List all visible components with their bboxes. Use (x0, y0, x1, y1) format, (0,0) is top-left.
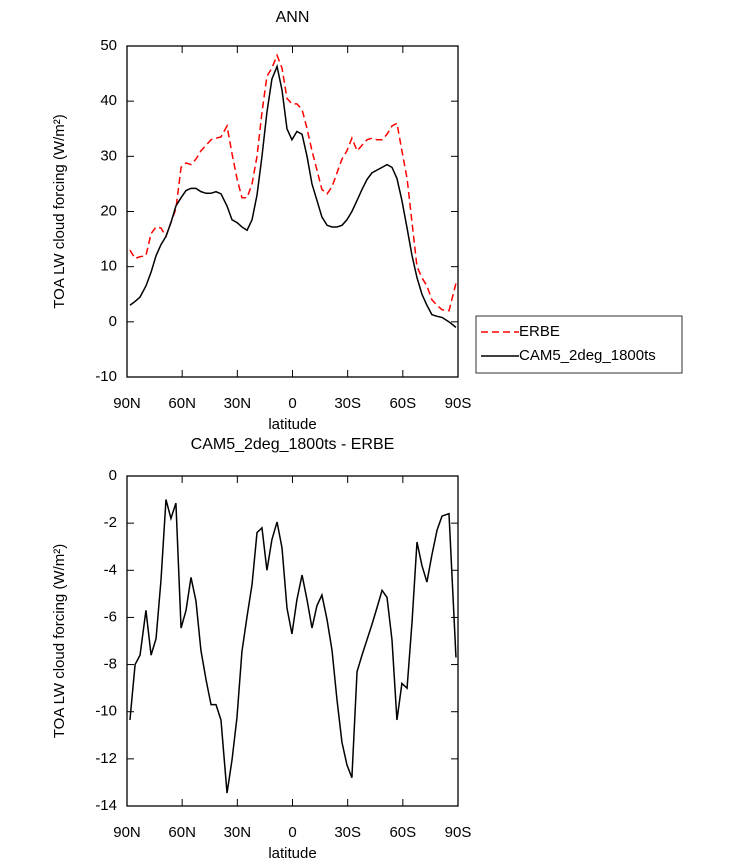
x-tick-label: 60S (389, 395, 416, 412)
y-tick-label: -10 (95, 703, 117, 720)
legend: ERBE CAM5_2deg_1800ts (475, 315, 683, 374)
x-axis-label: latitude (268, 416, 316, 433)
legend-label: ERBE (519, 323, 560, 340)
y-tick-label: -2 (104, 514, 117, 531)
x-tick-label: 30S (334, 824, 361, 841)
plot-frame (126, 45, 459, 378)
y-tick-label: -10 (95, 368, 117, 385)
x-tick-label: 60S (389, 824, 416, 841)
chart-title: ANN (276, 9, 310, 26)
y-axis-label: TOA LW cloud forcing (W/m²) (51, 114, 68, 308)
y-tick-label: 30 (100, 147, 117, 164)
x-tick-label: 30N (224, 824, 252, 841)
x-tick-label: 90S (445, 395, 472, 412)
y-axis-label: TOA LW cloud forcing (W/m²) (51, 544, 68, 738)
x-tick-label: 90N (113, 824, 141, 841)
y-tick-label: 10 (100, 258, 117, 275)
x-tick-label: 60N (168, 395, 196, 412)
y-tick-label: -8 (104, 656, 117, 673)
y-tick-label: -4 (104, 561, 117, 578)
y-tick-label: 0 (109, 467, 117, 484)
data-line (129, 53, 457, 312)
y-tick-label: 40 (100, 92, 117, 109)
legend-box (475, 315, 683, 374)
y-tick-label: 50 (100, 37, 117, 54)
y-tick-label: -6 (104, 608, 117, 625)
x-tick-label: 60N (168, 824, 196, 841)
y-tick-label: 20 (100, 202, 117, 219)
x-tick-label: 90N (113, 395, 141, 412)
x-tick-label: 30N (224, 395, 252, 412)
data-line (129, 63, 457, 328)
x-axis-label: latitude (268, 845, 316, 862)
y-tick-label: -12 (95, 750, 117, 767)
data-line (129, 499, 457, 794)
x-tick-label: 30S (334, 395, 361, 412)
chart-title: CAM5_2deg_1800ts - ERBE (191, 436, 395, 453)
x-tick-label: 0 (288, 395, 296, 412)
x-tick-label: 0 (288, 824, 296, 841)
x-tick-label: 90S (445, 824, 472, 841)
y-tick-label: 0 (109, 313, 117, 330)
y-tick-label: -14 (95, 797, 117, 814)
legend-label: CAM5_2deg_1800ts (519, 347, 656, 364)
